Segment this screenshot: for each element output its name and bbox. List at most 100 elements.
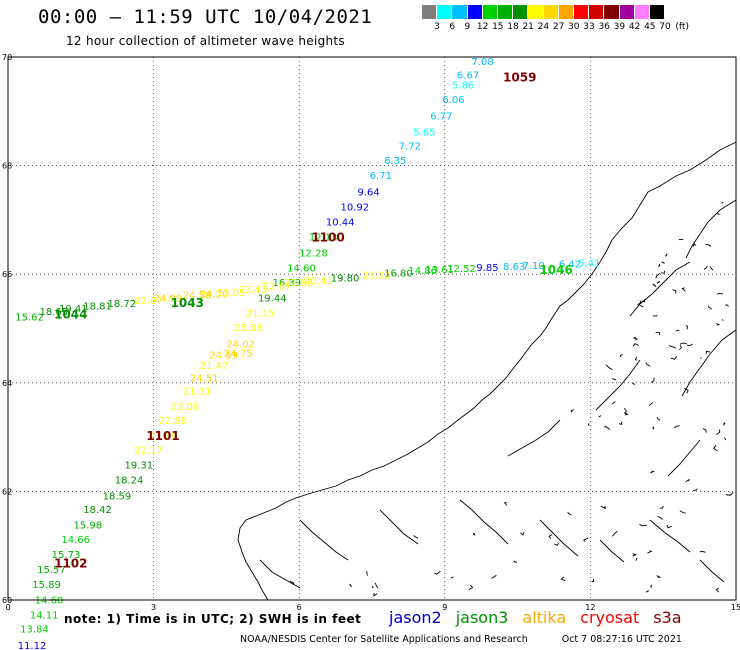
coastline-segment [259, 559, 301, 589]
coastline-segment [629, 261, 691, 317]
island-outline [705, 243, 712, 247]
island-outline [661, 261, 665, 264]
island-outline [699, 550, 706, 553]
island-outline [683, 387, 689, 394]
legend-label: 70 [659, 22, 671, 32]
coastline-segment [539, 519, 579, 557]
legend-unit: (ft) [675, 22, 689, 32]
wave-height-value: 23.08 [171, 402, 200, 413]
wave-height-value: 18.81 [83, 301, 112, 312]
island-outline [656, 280, 661, 284]
wave-height-value: 6.71 [370, 171, 392, 182]
island-outline [591, 578, 595, 583]
legend-swatch [452, 5, 468, 19]
wave-height-value: 12.13 [309, 233, 338, 244]
island-outline [670, 356, 677, 360]
island-outline [665, 253, 668, 257]
island-outline [554, 542, 560, 546]
wave-height-value: 6.35 [384, 156, 406, 167]
satellite-label: jason3 [455, 608, 509, 627]
island-outline [716, 212, 720, 215]
legend-label: 36 [598, 22, 610, 32]
wave-height-value: 23.33 [234, 323, 263, 334]
wave-height-value: 14.86 [408, 266, 437, 277]
island-outline [708, 305, 713, 310]
island-outline [548, 534, 553, 539]
island-outline [598, 415, 602, 418]
wave-height-value: 21.09 [149, 431, 178, 442]
wave-height-value: 7.72 [399, 141, 421, 152]
wave-height-value: 6.06 [442, 95, 464, 106]
island-outline [723, 422, 726, 426]
coastline-segment [507, 419, 561, 457]
island-outline [652, 314, 658, 317]
legend-label: 42 [628, 22, 641, 32]
island-outline [651, 377, 655, 383]
wave-height-value: 21.47 [200, 361, 229, 372]
island-outline [681, 287, 686, 292]
island-outline [721, 319, 724, 321]
legend-label: 24 [537, 22, 550, 32]
island-outline [648, 401, 654, 406]
pass-id: 1043 [171, 296, 204, 310]
wave-height-value: 15.57 [37, 565, 66, 576]
coastline-segment [459, 499, 509, 545]
island-outline [567, 511, 572, 516]
wave-height-value: 12.28 [299, 248, 328, 259]
island-outline [623, 412, 629, 416]
island-outline [560, 576, 566, 582]
island-outline [603, 426, 611, 430]
x-tick-label: 0 [5, 603, 10, 612]
island-outline [491, 574, 497, 579]
wave-height-value: 24.51 [190, 374, 219, 385]
legend-swatch [574, 5, 590, 19]
island-outline [600, 505, 606, 510]
x-tick-label: 15 [731, 603, 740, 612]
x-tick-label: 9 [442, 603, 447, 612]
wave-height-value: 7.10 [522, 261, 544, 272]
coastline-segment [299, 519, 349, 561]
island-outline [686, 343, 693, 346]
map-subtitle: 12 hour collection of altimeter wave hei… [66, 34, 345, 48]
satellite-legend: jason2 jason3 altika cryosat s3a [389, 608, 696, 627]
island-outline [473, 532, 476, 536]
wave-height-value: 21.15 [246, 309, 275, 320]
x-tick-label: 6 [297, 603, 302, 612]
legend-swatch [467, 5, 483, 19]
legend-label: 39 [613, 22, 626, 32]
island-outline [582, 537, 589, 542]
footer: NOAA/NESDIS Center for Satellite Applica… [240, 634, 716, 645]
wave-height-value: 22.87 [134, 296, 163, 307]
pass-id: 1059 [503, 70, 536, 84]
pass-id: 1044 [54, 308, 87, 322]
island-outline [650, 584, 653, 588]
y-tick-label: 68 [2, 162, 12, 171]
island-outline [520, 532, 525, 536]
wave-height-value: 14.66 [61, 535, 90, 546]
y-tick-label: 70 [2, 53, 12, 62]
wave-height-value: 10.92 [340, 203, 369, 214]
wave-height-value: 19.31 [124, 461, 153, 472]
wave-height-value: 24.20 [200, 290, 229, 301]
coastline-segment [667, 439, 701, 477]
coastline-segment [379, 509, 419, 545]
island-outline [645, 362, 651, 367]
island-outline [639, 523, 648, 527]
pass-id: 1046 [539, 263, 572, 277]
island-outline [678, 345, 683, 350]
legend-label: 12 [476, 22, 489, 32]
island-outline [632, 553, 637, 557]
legend-swatch [437, 5, 453, 19]
island-outline [632, 343, 639, 347]
wave-height-value: 14.60 [35, 595, 64, 606]
wave-height-value: 15.73 [52, 550, 81, 561]
island-outline [468, 584, 474, 591]
island-outline [675, 329, 680, 332]
y-tick-label: 64 [2, 379, 12, 388]
wave-height-value: 6.67 [457, 71, 479, 82]
satellite-label: jason2 [389, 608, 442, 627]
island-outline [503, 502, 508, 506]
island-outline [633, 336, 638, 341]
wave-height-value: 20.41 [304, 276, 333, 287]
island-outline [366, 571, 368, 576]
